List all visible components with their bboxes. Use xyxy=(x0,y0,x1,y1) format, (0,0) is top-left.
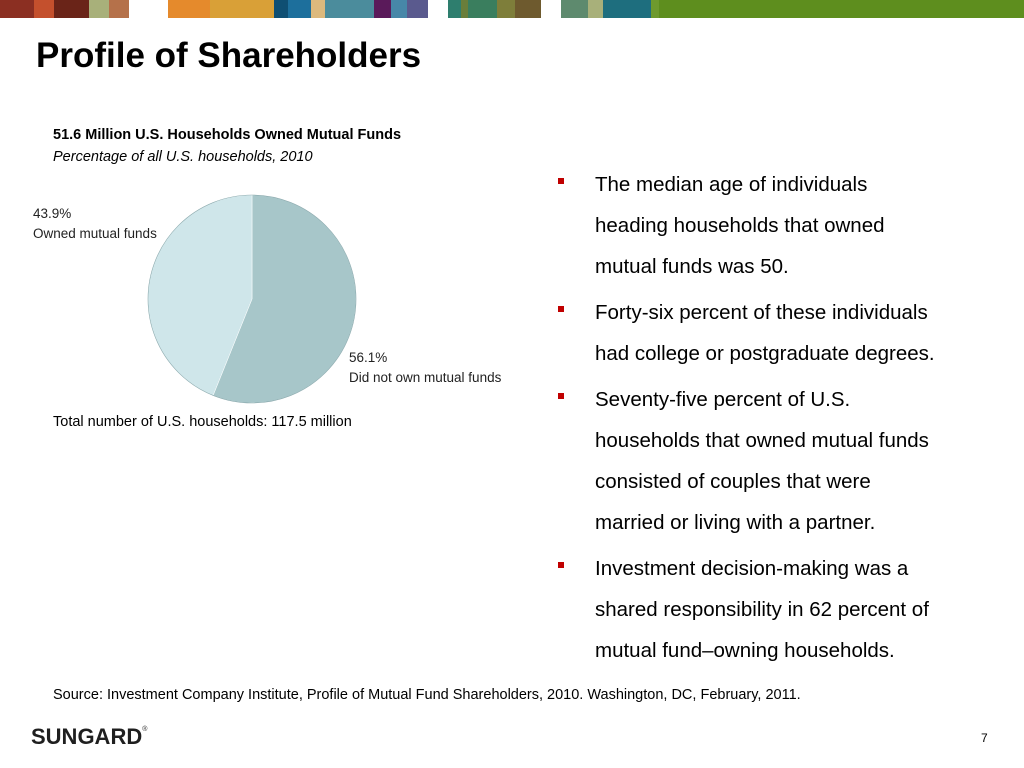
bullet-text-line: Investment decision-making was a xyxy=(595,557,909,580)
color-bar-segment xyxy=(468,0,497,18)
bullet-text-line: mutual funds was 50. xyxy=(595,255,789,278)
slice-not-owned-label: Did not own mutual funds xyxy=(349,370,502,385)
logo-text: SUNGARD xyxy=(31,724,143,749)
color-bar-segment xyxy=(497,0,515,18)
color-bar-segment xyxy=(210,0,274,18)
bullet-text-line: Forty-six percent of these individuals xyxy=(595,301,928,324)
bullet-square-icon xyxy=(558,178,564,184)
page-number: 7 xyxy=(981,731,988,745)
color-bar-segment xyxy=(325,0,374,18)
bullet-item: Forty-six percent of these individuals ha… xyxy=(555,292,995,374)
slice-owned-value: 43.9% xyxy=(33,206,71,221)
color-bar-segment xyxy=(89,0,109,18)
bullet-item: Seventy-five percent of U.S. households t… xyxy=(555,379,995,543)
bullet-text-line: married or living with a partner. xyxy=(595,511,876,534)
bullet-item: The median age of individuals heading hou… xyxy=(555,164,995,287)
color-bar-segment xyxy=(603,0,651,18)
chart-title: 51.6 Million U.S. Households Owned Mutua… xyxy=(53,127,402,143)
color-bar-segment xyxy=(129,0,168,18)
color-bar-segment xyxy=(561,0,588,18)
bullet-item: Investment decision-making was a shared r… xyxy=(555,548,995,671)
bullet-text-line: consisted of couples that were xyxy=(595,470,871,493)
color-bar-segment xyxy=(288,0,311,18)
color-bar-segment xyxy=(168,0,210,18)
color-bar-segment xyxy=(428,0,448,18)
color-bar-segment xyxy=(311,0,325,18)
sungard-logo: SUNGARD® xyxy=(31,724,147,750)
slide-title: Profile of Shareholders xyxy=(36,36,422,75)
header-color-bar xyxy=(0,0,1024,18)
color-bar-segment xyxy=(0,0,34,18)
bullet-text-line: households that owned mutual funds xyxy=(595,429,929,452)
color-bar-segment xyxy=(34,0,54,18)
bullet-text-line: had college or postgraduate degrees. xyxy=(595,342,935,365)
color-bar-segment xyxy=(448,0,461,18)
color-bar-segment xyxy=(461,0,468,18)
color-bar-segment xyxy=(109,0,129,18)
pie-slices xyxy=(147,194,357,404)
bullet-text-line: heading households that owned xyxy=(595,214,885,237)
color-bar-segment xyxy=(391,0,407,18)
chart-footnote: Total number of U.S. households: 117.5 m… xyxy=(53,414,352,430)
bullet-text-line: shared responsibility in 62 percent of xyxy=(595,598,929,621)
color-bar-segment xyxy=(274,0,288,18)
bullet-square-icon xyxy=(558,562,564,568)
source-citation: Source: Investment Company Institute, Pr… xyxy=(53,687,801,703)
bullet-text-line: Seventy-five percent of U.S. xyxy=(595,388,851,411)
registered-mark: ® xyxy=(142,726,148,733)
bullet-text-line: mutual fund–owning households. xyxy=(595,639,895,662)
bullet-square-icon xyxy=(558,306,564,312)
color-bar-segment xyxy=(515,0,541,18)
color-bar-segment xyxy=(54,0,89,18)
bullet-list: The median age of individuals heading hou… xyxy=(555,164,995,676)
chart-subtitle: Percentage of all U.S. households, 2010 xyxy=(53,149,313,165)
pie-outline xyxy=(147,194,357,404)
pie-chart: 43.9% Owned mutual funds 56.1% Did not o… xyxy=(33,194,502,404)
pie-labels: 43.9% Owned mutual funds 56.1% Did not o… xyxy=(33,206,502,385)
slice-not-owned-value: 56.1% xyxy=(349,350,387,365)
color-bar-segment xyxy=(728,0,1024,18)
color-bar-segment xyxy=(651,0,659,18)
color-bar-segment xyxy=(659,0,728,18)
color-bar-segment xyxy=(374,0,391,18)
bullet-text-line: The median age of individuals xyxy=(595,173,868,196)
bullet-square-icon xyxy=(558,393,564,399)
color-bar-segment xyxy=(407,0,428,18)
color-bar-segment xyxy=(541,0,561,18)
slice-owned-label: Owned mutual funds xyxy=(33,226,157,241)
color-bar-segment xyxy=(588,0,603,18)
